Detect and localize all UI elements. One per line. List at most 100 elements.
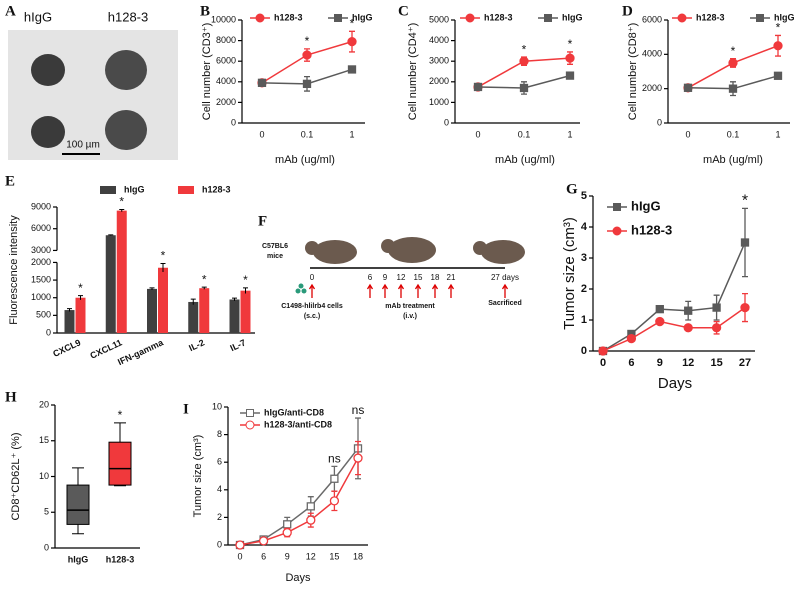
bar — [116, 210, 127, 333]
x-tick-label: IFN-gamma — [116, 337, 166, 367]
legend-label: h128-3 — [202, 184, 231, 194]
y-tick-label: 3 — [581, 252, 587, 264]
marker — [683, 323, 693, 333]
y-tick-label: 0 — [657, 117, 662, 127]
arrow — [431, 283, 439, 298]
x-tick-label: 0.1 — [518, 129, 531, 139]
annotation: * — [350, 17, 355, 31]
x-tick-label: IL-2 — [187, 337, 206, 353]
marker — [519, 83, 529, 93]
y-tick-label: 3000 — [429, 56, 449, 66]
day-label: 9 — [383, 273, 388, 282]
error-bar — [201, 286, 207, 290]
error-bar — [108, 234, 114, 236]
marker — [302, 79, 312, 89]
x-tick-label: 15 — [329, 551, 339, 561]
bar — [105, 235, 116, 333]
marker — [728, 84, 738, 93]
y-tick-label: 6 — [217, 457, 222, 467]
bar — [199, 288, 210, 333]
y-tick-label: 2000 — [429, 76, 449, 86]
end-label: Sacrificed — [488, 300, 521, 307]
marker — [519, 56, 529, 66]
legend-label: h128-3 — [696, 12, 725, 22]
box — [108, 441, 132, 486]
panel-letter: D — [622, 3, 633, 19]
strain-label: C57BL6 — [262, 243, 288, 250]
x-tick-label: 0.1 — [727, 129, 740, 139]
day-label: 18 — [431, 273, 440, 282]
y-tick-label: 500 — [36, 310, 51, 320]
y-tick-label: 3000 — [31, 245, 51, 255]
y-tick-label: 1000 — [31, 292, 51, 302]
marker — [565, 53, 575, 63]
annotation: ns — [352, 403, 365, 417]
y-tick-label: 2000 — [31, 257, 51, 267]
y-tick-label: 0 — [444, 117, 449, 127]
y-axis-label: Tumor size (cm³) — [561, 217, 578, 330]
y-tick-label: 20 — [39, 399, 49, 409]
y-tick-label: 4000 — [216, 76, 236, 86]
bar — [158, 267, 168, 333]
legend-marker — [334, 14, 342, 22]
legend-label: hIgG/anti-CD8 — [264, 407, 324, 417]
y-tick-label: 8 — [217, 429, 222, 439]
marker — [626, 333, 637, 344]
legend-marker — [255, 13, 265, 23]
y-tick-label: 9000 — [31, 201, 51, 211]
annotation: * — [522, 42, 527, 56]
error-bar — [243, 287, 248, 294]
y-tick-label: 1000 — [429, 97, 449, 107]
x-tick-label: 27 — [739, 357, 751, 369]
legend-marker — [613, 203, 621, 211]
arrow — [366, 283, 374, 298]
panel-letter: H — [5, 389, 17, 405]
treatment-label: mAb treatment — [385, 303, 435, 310]
x-axis-label: mAb (ug/ml) — [275, 154, 335, 166]
y-tick-label: 4 — [581, 221, 588, 233]
y-tick-label: 1 — [581, 314, 587, 326]
marker — [353, 453, 363, 463]
marker — [728, 58, 738, 68]
legend-label: h128-3 — [274, 12, 303, 22]
legend-marker — [465, 13, 475, 23]
marker — [473, 82, 483, 92]
x-tick-label: 9 — [657, 357, 663, 369]
x-tick-label: 18 — [353, 551, 363, 561]
arrow — [397, 283, 405, 298]
x-tick-label: hIgG — [68, 554, 89, 564]
day-label: 15 — [414, 273, 423, 282]
day-label: 12 — [397, 273, 406, 282]
day-label: 0 — [310, 273, 315, 282]
legend-marker — [677, 13, 687, 23]
arrow — [447, 283, 455, 298]
arrow — [501, 283, 509, 298]
y-tick-label: 6000 — [216, 56, 236, 66]
marker — [329, 496, 340, 506]
bar — [147, 288, 157, 333]
x-tick-label: 1 — [567, 129, 572, 139]
marker — [257, 78, 267, 87]
panel-letter: A — [5, 3, 16, 19]
annotation: * — [78, 281, 83, 295]
mice — [305, 237, 525, 264]
x-tick-label: 9 — [285, 551, 290, 561]
y-tick-label: 15 — [39, 435, 49, 445]
legend-label: hIgG — [562, 12, 583, 22]
error-bar — [149, 287, 155, 290]
strain-label: mice — [267, 253, 283, 260]
marker — [740, 238, 750, 247]
marker — [684, 306, 693, 315]
panel-letter: E — [5, 173, 15, 189]
marker — [711, 323, 722, 333]
y-tick-label: 5 — [581, 190, 587, 202]
annotation: * — [776, 21, 781, 35]
y-tick-label: 0 — [231, 117, 236, 127]
arrow — [414, 283, 422, 298]
legend-marker — [246, 409, 254, 417]
marker — [655, 304, 664, 314]
marker — [330, 474, 339, 483]
y-tick-label: 10 — [39, 471, 49, 481]
y-axis-label: Cell number (CD8⁺) — [627, 23, 639, 121]
arrow — [308, 283, 316, 298]
